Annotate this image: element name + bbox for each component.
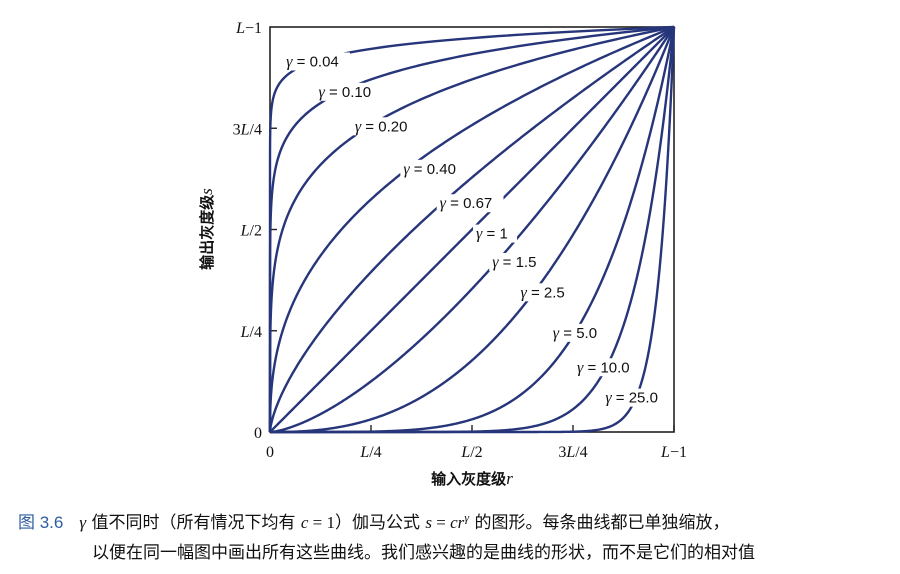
caption-text-2: ）伽马公式 bbox=[335, 513, 426, 533]
curve-label: γ = 5.0 bbox=[553, 325, 597, 342]
x-tick-label: 0 bbox=[266, 444, 274, 461]
curve-label-bg bbox=[574, 358, 641, 377]
caption-c: c bbox=[300, 513, 309, 532]
x-tick-label: L/4 bbox=[359, 444, 381, 461]
caption-s: s bbox=[425, 513, 433, 532]
ticks: 0 L/4 L/2 3L/4 L−1 0 L/4 L/2 3L/4 L−1 bbox=[233, 20, 687, 461]
curve-label: γ = 1.5 bbox=[492, 254, 536, 271]
curve-label: γ = 25.0 bbox=[605, 390, 658, 407]
gamma-curve bbox=[269, 26, 675, 433]
caption-eq: = bbox=[432, 513, 451, 532]
y-axis-variable: s bbox=[197, 188, 216, 195]
y-tick-label: 0 bbox=[254, 425, 262, 442]
gamma-chart: 0 L/4 L/2 3L/4 L−10L/4L/23L/4L−1 γ = 0.04γ =… bbox=[197, 20, 687, 488]
gamma-curve bbox=[268, 26, 675, 433]
curve-label-bg bbox=[489, 252, 549, 271]
curve-label-bg bbox=[283, 52, 350, 71]
y-tick-label: L−1 bbox=[235, 20, 262, 37]
y-axis-label: 输出灰度级s bbox=[197, 188, 216, 270]
gamma-curve bbox=[269, 26, 675, 434]
caption-text-3: 的图形。每条曲线都已单独缩放， bbox=[469, 513, 730, 533]
figure-number: 图 3.6 bbox=[18, 513, 64, 532]
caption-equals-one: = 1 bbox=[308, 513, 336, 532]
curve-labels: γ = 0.04 γ = 0.10 γ = 0.20 γ = 0.40 γ = 0.67… bbox=[283, 52, 670, 407]
curve-label: γ = 10.0 bbox=[577, 359, 630, 376]
curve-label-bg bbox=[315, 82, 383, 101]
curve-label-bg bbox=[436, 194, 504, 213]
curve-label-bg bbox=[351, 117, 419, 136]
caption-exponent: γ bbox=[464, 510, 470, 525]
curve-label: γ = 0.10 bbox=[318, 84, 371, 101]
x-tick-label: L−1 bbox=[660, 444, 687, 461]
y-axis-label-text: 输出灰度级 bbox=[198, 194, 216, 270]
figure-caption: 图 3.6 γ 值不同时（所有情况下均有 c = 1）伽马公式 s = crγ 的… bbox=[0, 500, 900, 574]
curve-label: γ = 0.67 bbox=[440, 195, 493, 212]
curves bbox=[268, 25, 676, 434]
curve-label-bg bbox=[549, 323, 609, 342]
y-tick-label: L/2 bbox=[240, 223, 262, 240]
curve-label: γ = 2.5 bbox=[520, 284, 564, 301]
y-tick-label: L/4 bbox=[240, 324, 262, 341]
x-axis-label: 输入灰度级r bbox=[431, 469, 513, 488]
curve-label: γ = 0.40 bbox=[403, 161, 456, 178]
caption-line-1: 图 3.6 γ 值不同时（所有情况下均有 c = 1）伽马公式 s = crγ 的… bbox=[18, 508, 729, 533]
x-axis-variable: r bbox=[506, 469, 513, 488]
x-tick-label: 3L/4 bbox=[558, 444, 587, 461]
caption-cr: cr bbox=[450, 513, 465, 532]
caption-text-1: 值不同时（所有情况下均有 bbox=[86, 513, 301, 533]
curve-label: γ = 0.20 bbox=[355, 118, 408, 135]
gamma-curve bbox=[268, 25, 675, 432]
curve-label: γ = 1 bbox=[476, 226, 508, 243]
curve-label-bg bbox=[400, 159, 468, 178]
y-tick-label: 3L/4 bbox=[233, 121, 262, 138]
curve-label: γ = 0.04 bbox=[286, 53, 339, 70]
gamma-curve bbox=[268, 25, 675, 432]
x-tick-label: L/2 bbox=[460, 444, 482, 461]
curve-label-bg bbox=[602, 388, 670, 407]
curve-label-bg bbox=[473, 224, 518, 243]
gamma-curve bbox=[270, 26, 676, 434]
caption-line-2: 以便在同一幅图中画出所有这些曲线。我们感兴趣的是曲线的形状，而不是它们的相对值 bbox=[92, 543, 755, 563]
caption-gamma: γ bbox=[79, 513, 87, 532]
gamma-curve bbox=[270, 26, 676, 434]
x-axis-label-text: 输入灰度级 bbox=[431, 470, 507, 488]
curve-label-bg bbox=[517, 283, 577, 302]
